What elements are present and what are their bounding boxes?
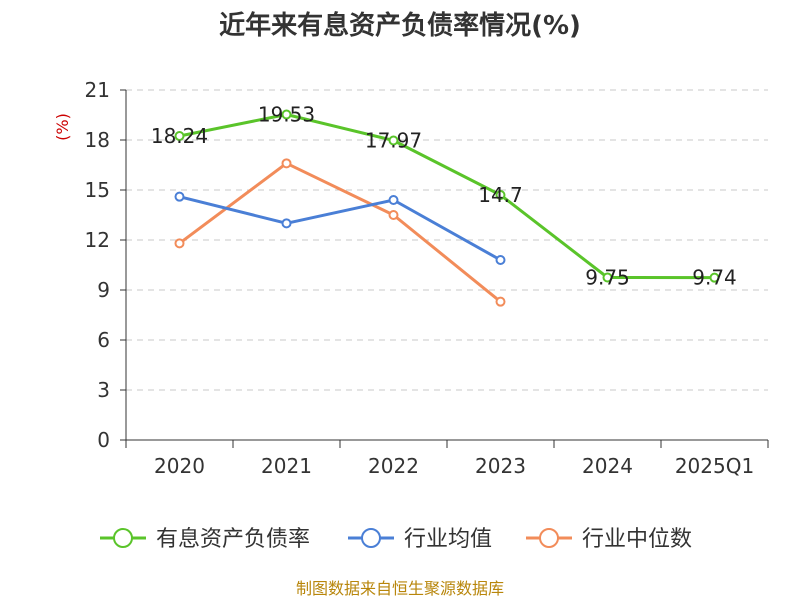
- data-point: [388, 135, 399, 146]
- legend-label: 行业均值: [404, 527, 492, 552]
- x-tick-label: 2025Q1: [675, 454, 754, 478]
- data-point: [174, 131, 185, 141]
- y-tick-label: 6: [97, 328, 110, 352]
- y-axis-unit-label: (%): [53, 113, 72, 141]
- series-2: [174, 158, 506, 307]
- data-point: [602, 272, 613, 283]
- series-1: [174, 191, 506, 265]
- series-line: [179, 113, 715, 280]
- data-point: [388, 195, 399, 205]
- data-label: 14.7: [478, 183, 523, 207]
- legend-item-0[interactable]: 有息资产负债率: [100, 527, 310, 552]
- y-tick-label: 3: [97, 378, 110, 402]
- y-tick-label: 0: [97, 428, 110, 452]
- data-label: 18.24: [151, 124, 208, 148]
- legend-label: 行业中位数: [582, 527, 692, 552]
- x-tick-label: 2024: [582, 454, 633, 478]
- y-tick-label: 15: [85, 178, 110, 202]
- legend: 有息资产负债率 行业均值 行业中位数: [100, 527, 692, 552]
- data-point: [281, 109, 292, 120]
- legend-item-1[interactable]: 行业均值: [348, 527, 492, 552]
- y-tick-label: 12: [85, 228, 110, 252]
- x-tick-label: 2022: [368, 454, 419, 478]
- x-axis: 2020 2021 2022 2023 2024 2025Q1: [125, 439, 769, 478]
- data-point: [174, 238, 185, 249]
- data-point: [495, 255, 506, 265]
- x-tick-label: 2021: [261, 454, 312, 478]
- y-tick-label: 9: [97, 278, 110, 302]
- series-0: [174, 109, 720, 283]
- source-note: 制图数据来自恒生聚源数据库: [296, 579, 504, 598]
- legend-marker: [539, 528, 559, 548]
- data-label: 9.74: [692, 266, 737, 290]
- data-label: 9.75: [585, 266, 630, 290]
- data-point: [388, 210, 399, 220]
- series-line: [178, 161, 502, 303]
- data-labels: 18.24 19.53 17.97 14.7 9.75 9.74: [151, 103, 737, 290]
- series-layer: [174, 109, 720, 307]
- legend-item-2[interactable]: 行业中位数: [526, 527, 692, 552]
- data-point: [495, 190, 506, 200]
- data-label: 17.97: [365, 129, 422, 153]
- x-tick-label: 2023: [475, 454, 526, 478]
- data-point: [495, 296, 506, 307]
- y-axis: 0 3 6 9 12 15 18 21: [85, 78, 127, 452]
- legend-label: 有息资产负债率: [156, 527, 310, 552]
- y-tick-label: 18: [85, 128, 110, 152]
- y-tick-label: 21: [85, 78, 110, 102]
- data-label: 19.53: [258, 103, 315, 127]
- grid-lines: [126, 89, 768, 391]
- x-tick-label: 2020: [154, 454, 205, 478]
- data-point: [281, 158, 292, 169]
- legend-marker: [113, 528, 133, 548]
- data-point: [281, 218, 292, 229]
- data-point: [174, 191, 185, 202]
- series-line: [179, 195, 502, 262]
- data-point: [709, 272, 720, 283]
- legend-marker: [361, 528, 381, 548]
- chart-title: 近年来有息资产负债率情况(%): [219, 10, 581, 41]
